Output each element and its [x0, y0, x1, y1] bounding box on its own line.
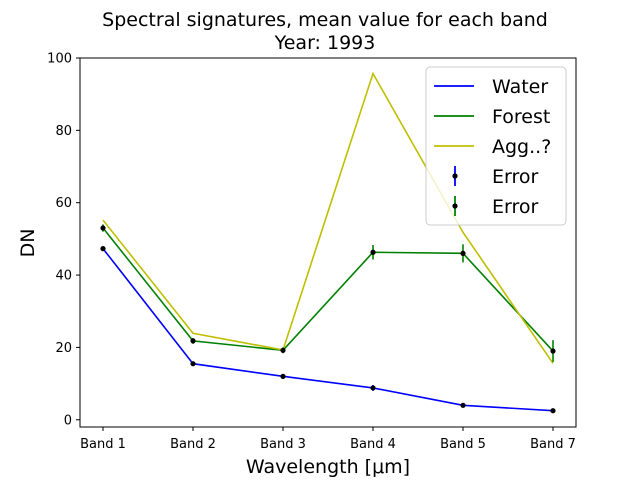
- data-point-water: [190, 361, 196, 367]
- data-point-forest: [190, 338, 196, 344]
- data-point-forest: [460, 250, 466, 256]
- x-tick-label: Band 3: [260, 437, 306, 452]
- legend-box: [425, 66, 567, 226]
- legend-label: Error: [492, 196, 539, 218]
- legend-label: Error: [492, 166, 539, 188]
- y-axis-label: DN: [17, 229, 39, 258]
- legend-swatch-point: [452, 173, 458, 179]
- series-line-forest: [102, 227, 554, 352]
- plot-frame: [79, 57, 577, 428]
- data-point-forest: [100, 225, 106, 231]
- chart-title: Spectral signatures, mean value for each…: [102, 9, 548, 31]
- plot-area: [79, 57, 577, 428]
- x-tick-label: Band 2: [170, 437, 216, 452]
- x-axis-label: Wavelength [μm]: [246, 456, 410, 478]
- data-point-water: [460, 402, 466, 408]
- x-tick-label: Band 1: [80, 437, 126, 452]
- series-layer: [100, 71, 556, 414]
- legend-label: Water: [492, 76, 548, 98]
- x-tick-label: Band 7: [530, 437, 576, 452]
- y-tick-label: 80: [55, 124, 72, 139]
- y-tick-label: 40: [55, 269, 72, 284]
- y-tick-label: 0: [64, 413, 72, 428]
- data-point-water: [280, 373, 286, 379]
- data-point-forest: [370, 249, 376, 255]
- y-tick-label: 100: [47, 52, 72, 67]
- data-point-water: [100, 246, 106, 252]
- data-point-forest: [280, 347, 286, 353]
- y-tick-label: 60: [55, 196, 72, 211]
- data-point-forest: [550, 348, 556, 354]
- x-axis: Band 1 Band 2 Band 3 Band 4 Band 5 Band 7: [80, 427, 576, 452]
- x-tick-label: Band 4: [350, 437, 396, 452]
- legend-label: Forest: [492, 106, 550, 128]
- legend-swatch-point: [452, 203, 458, 209]
- y-axis: 0 20 40 60 80 100: [47, 52, 80, 428]
- legend-label: Agg..?: [492, 136, 551, 158]
- data-point-water: [370, 385, 376, 391]
- data-point-water: [550, 408, 556, 414]
- series-line-agg: [102, 71, 554, 364]
- chart-subtitle: Year: 1993: [274, 32, 376, 54]
- y-tick-label: 20: [55, 341, 72, 356]
- series-line-water: [102, 248, 554, 412]
- x-tick-label: Band 5: [440, 437, 486, 452]
- legend: Water Forest Agg..? Error Error: [425, 66, 567, 226]
